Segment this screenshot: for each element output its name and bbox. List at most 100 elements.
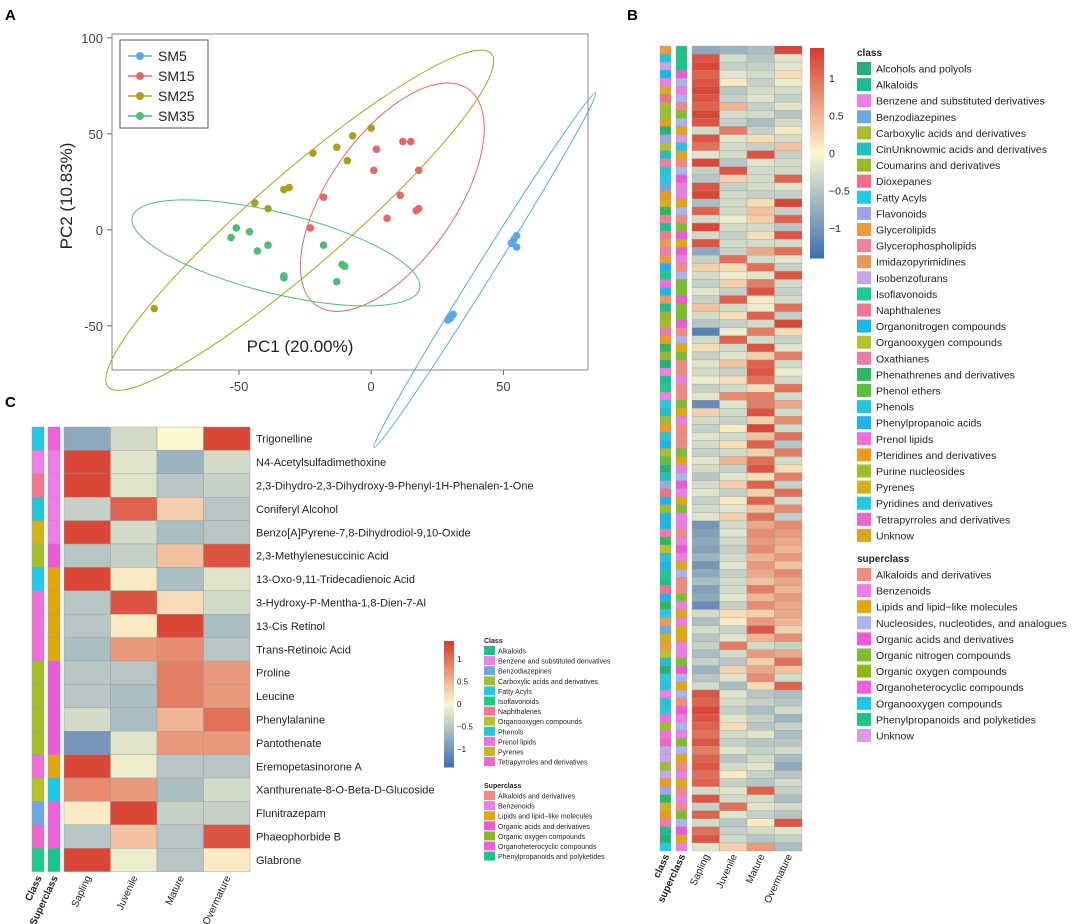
superclass-annotation-cell [47, 473, 61, 498]
heatmap-cell [203, 848, 251, 872]
class-annotation-cell [659, 45, 672, 55]
heatmap-cell [691, 786, 720, 795]
superclass-legend-title: superclass [857, 554, 910, 565]
heatmap-cell [774, 255, 803, 264]
color-scale-segment [810, 174, 824, 178]
heatmap-cell [719, 311, 748, 320]
heatmap-cell [719, 601, 748, 610]
class-annotation-cell [659, 118, 672, 127]
superclass-annotation-cell [675, 601, 688, 610]
row-label-13-cis-retinol: 13-Cis Retinol [256, 621, 325, 633]
data-point-sm25 [251, 199, 259, 207]
heatmap-cell [719, 472, 748, 481]
heatmap-cell [156, 637, 204, 662]
heatmap-cell [774, 826, 803, 836]
class-legend-label-pyridines-and-derivatives: Pyridines and derivatives [876, 498, 993, 510]
heatmap-cell [719, 617, 748, 626]
superclass-annotation-cell [675, 705, 688, 715]
heatmap-cell [746, 255, 775, 264]
class-legend-label-fatty-acyls: Fatty Acyls [876, 192, 927, 204]
class-annotation-cell [659, 794, 672, 803]
superclass-legend-label-benzenoids: Benzenoids [876, 586, 931, 598]
heatmap-cell [691, 472, 720, 481]
superclass-annotation-cell [675, 842, 688, 852]
data-point-sm25 [348, 131, 357, 140]
superclass-legend-label-organic-acids-and-derivatives: Organic acids and derivatives [876, 634, 1014, 646]
class-annotation-cell [31, 637, 45, 662]
class-legend-swatch-alkaloids [484, 646, 495, 655]
heatmap-cell [691, 287, 720, 296]
heatmap-cell [691, 697, 720, 707]
heatmap-cell [691, 512, 720, 522]
heatmap-cell [63, 567, 111, 592]
color-scale-segment [810, 90, 824, 94]
heatmap-cell [746, 617, 775, 626]
heatmap-cell [719, 456, 748, 465]
heatmap-cell [719, 110, 748, 119]
heatmap-cell [774, 593, 803, 602]
superclass-annotation-cell [675, 536, 688, 546]
class-annotation-cell [659, 230, 672, 240]
heatmap-cell [719, 536, 748, 546]
heatmap-cell [156, 426, 204, 451]
heatmap-cell [746, 287, 775, 296]
class-annotation-cell [31, 450, 45, 474]
heatmap-cell [110, 450, 158, 474]
class-annotation-cell [659, 190, 672, 200]
x-axis-title: PC1 (20.00%) [247, 337, 354, 356]
class-annotation-cell [659, 86, 672, 95]
class-legend-swatch-alcohols-and-polyols [857, 62, 871, 75]
superclass-annotation-cell [675, 126, 688, 135]
heatmap-cell [691, 488, 720, 497]
heatmap-cell [719, 577, 748, 586]
heatmap-cell [746, 166, 775, 175]
superclass-annotation-cell [675, 561, 688, 570]
superclass-annotation-cell [675, 166, 688, 175]
heatmap-cell [774, 126, 803, 135]
heatmap-cell [774, 335, 803, 344]
heatmap-cell [203, 637, 251, 662]
heatmap-cell [691, 150, 720, 159]
heatmap-cell [691, 319, 720, 328]
color-scale-segment [444, 741, 454, 745]
class-legend-swatch-prenol-lipids [857, 432, 871, 446]
color-scale-segment [444, 724, 454, 728]
row-label-eremopetasinorone-a: Eremopetasinorone A [256, 761, 362, 773]
heatmap-cell [63, 660, 111, 685]
heatmap-cell [156, 731, 204, 755]
class-annotation-cell [659, 512, 672, 522]
heatmap-cell [110, 520, 158, 545]
class-legend-label-phenathrenes-and-derivatives: Phenathrenes and derivatives [876, 369, 1015, 381]
heatmap-cell [774, 536, 803, 546]
color-scale-segment [444, 761, 454, 765]
heatmap-cell [691, 842, 720, 852]
heatmap-cell [746, 375, 775, 385]
color-scale-segment [444, 641, 454, 645]
class-annotation-cell [31, 754, 45, 779]
superclass-legend-swatch-organic-acids-and-derivatives [484, 821, 495, 831]
superclass-annotation-cell [675, 214, 688, 224]
class-annotation-cell [659, 440, 672, 449]
heatmap-cell [719, 448, 748, 457]
superclass-annotation-cell [675, 351, 688, 361]
superclass-annotation-cell [675, 448, 688, 457]
color-scale-tick-label: 0 [829, 148, 835, 160]
heatmap-cell [746, 118, 775, 127]
color-scale-segment [810, 212, 824, 217]
class-annotation-cell [659, 609, 672, 618]
pca-scatter-plot: -50 0 50 -50 0 50 100 PC1 (20.00%) PC2 (10.83%) S… [57, 31, 597, 448]
heatmap-cell [774, 70, 803, 79]
heatmap-cell [156, 801, 204, 826]
class-annotation-cell [659, 351, 672, 361]
class-legend-label-prenol-lipids: Prenol lipids [876, 434, 933, 446]
heatmap-cell [774, 78, 803, 87]
legend-marker-sm25 [136, 92, 144, 100]
class-legend-label-tetrapyrroles-and-derivatives: Tetrapyrroles and derivatives [498, 760, 588, 767]
color-scale-segment [444, 673, 454, 677]
class-legend-label-carboxylic-acids-and-derivatives: Carboxylic acids and derivatives [876, 128, 1026, 140]
color-scale-segment [810, 48, 824, 52]
heatmap-cell [746, 239, 775, 248]
class-legend-swatch-benzodiazepines [484, 666, 495, 676]
heatmap-cell [719, 826, 748, 836]
class-legend-label-cinunknowmic-acids-and-derivatives: CinUnknowmic acids and derivatives [876, 144, 1047, 156]
